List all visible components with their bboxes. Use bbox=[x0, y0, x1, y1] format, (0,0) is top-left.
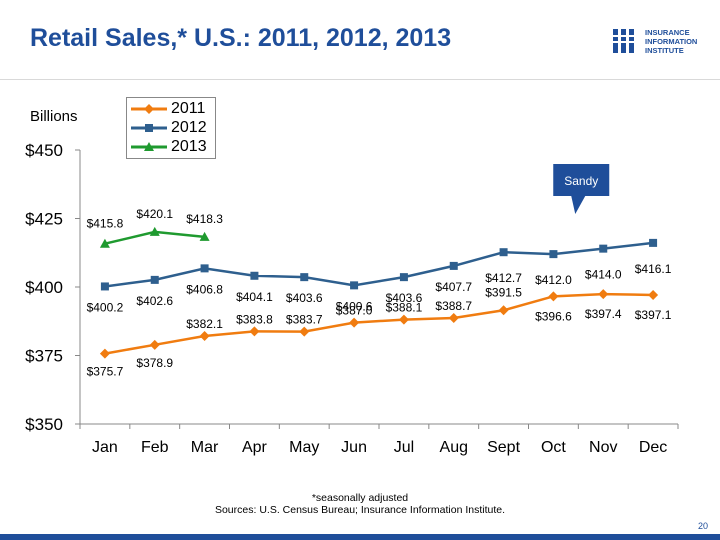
legend-marker-square-icon bbox=[131, 124, 167, 132]
data-label-2011: $375.7 bbox=[87, 365, 124, 379]
data-label-2013: $415.8 bbox=[87, 217, 124, 231]
data-label-2011: $378.9 bbox=[136, 356, 173, 370]
x-tick-label: Dec bbox=[639, 439, 667, 456]
data-point-2012 bbox=[449, 261, 458, 270]
data-label-2013: $420.1 bbox=[136, 207, 173, 221]
data-label-2011: $396.6 bbox=[535, 309, 572, 323]
logo-line: INSURANCE bbox=[645, 28, 690, 37]
data-point-2012 bbox=[100, 282, 109, 291]
data-point-2011 bbox=[498, 305, 509, 316]
data-point-2012 bbox=[300, 273, 309, 282]
data-label-2011: $383.7 bbox=[286, 313, 323, 327]
y-tick-label: $400 bbox=[25, 278, 63, 297]
data-point-2011 bbox=[398, 314, 409, 325]
data-point-2011 bbox=[548, 291, 559, 302]
data-label-2012: $400.2 bbox=[87, 300, 124, 314]
data-point-2012 bbox=[599, 244, 608, 253]
x-tick-label: Jul bbox=[394, 439, 414, 456]
legend-marker-triangle-icon bbox=[131, 142, 167, 151]
data-label-2012: $400.6 bbox=[336, 299, 373, 313]
x-tick-label: Feb bbox=[141, 439, 169, 456]
data-point-2011 bbox=[349, 317, 360, 328]
data-point-2012 bbox=[250, 271, 259, 280]
page-number: 20 bbox=[697, 521, 708, 531]
data-label-2012: $402.6 bbox=[136, 294, 173, 308]
data-point-2012 bbox=[150, 275, 159, 284]
data-label-2012: $406.8 bbox=[186, 282, 223, 296]
x-tick-label: Apr bbox=[242, 439, 268, 456]
x-tick-label: Oct bbox=[541, 439, 566, 456]
sandy-callout-text: Sandy bbox=[564, 174, 598, 188]
data-label-2011: $397.1 bbox=[635, 308, 672, 322]
data-label-2011: $387.0 bbox=[336, 304, 373, 318]
x-tick-label: May bbox=[289, 439, 319, 456]
data-point-2011 bbox=[448, 312, 459, 323]
data-point-2011 bbox=[149, 339, 160, 350]
bottom-bar bbox=[0, 534, 720, 540]
data-point-2011 bbox=[249, 326, 260, 337]
data-label-2012: $403.6 bbox=[286, 291, 323, 305]
footnote-note: *seasonally adjusted bbox=[311, 492, 409, 504]
data-label-2011: $383.8 bbox=[236, 312, 273, 326]
legend-item-2011: 2011 bbox=[127, 100, 215, 118]
chart-legend: 2011 2012 2013 bbox=[126, 97, 216, 159]
data-label-2012: $416.1 bbox=[635, 262, 672, 276]
data-point-2013 bbox=[99, 238, 110, 248]
y-tick-label: $425 bbox=[25, 210, 63, 229]
legend-label: 2012 bbox=[171, 119, 207, 136]
x-tick-label: Jan bbox=[92, 439, 118, 456]
data-label-2012: $412.0 bbox=[535, 273, 572, 287]
legend-marker-diamond-icon bbox=[131, 104, 167, 114]
iii-logo: INSURANCE INFORMATION INSTITUTE bbox=[612, 22, 712, 62]
data-point-2012 bbox=[649, 238, 658, 247]
sandy-callout-box bbox=[553, 164, 610, 214]
x-tick-label: Nov bbox=[589, 439, 617, 456]
data-label-2013: $418.3 bbox=[186, 212, 223, 226]
data-label-2012: $412.7 bbox=[485, 271, 522, 285]
footnote-sources: Sources: U.S. Census Bureau; Insurance I… bbox=[214, 504, 506, 516]
x-tick-label: Jun bbox=[341, 439, 367, 456]
data-label-2012: $414.0 bbox=[585, 268, 622, 282]
x-tick-label: Aug bbox=[440, 439, 468, 456]
data-point-2011 bbox=[199, 331, 210, 342]
data-point-2011 bbox=[299, 326, 310, 337]
data-point-2012 bbox=[549, 250, 558, 259]
legend-label: 2013 bbox=[171, 138, 207, 155]
x-tick-label: Sept bbox=[487, 439, 520, 456]
data-point-2011 bbox=[99, 348, 110, 359]
logo-line: INSTITUTE bbox=[645, 46, 684, 55]
logo-line: INFORMATION bbox=[645, 37, 698, 46]
iii-logo-icon bbox=[612, 29, 640, 53]
data-point-2011 bbox=[598, 289, 609, 300]
data-point-2012 bbox=[200, 264, 209, 273]
data-label-2011: $397.4 bbox=[585, 307, 622, 321]
data-point-2011 bbox=[648, 289, 659, 300]
y-tick-label: $350 bbox=[25, 415, 63, 434]
y-tick-label: $450 bbox=[25, 141, 63, 160]
title-divider bbox=[0, 79, 720, 80]
series-line-2011 bbox=[104, 292, 654, 355]
data-label-2011: $388.7 bbox=[435, 299, 472, 313]
legend-item-2013: 2013 bbox=[127, 138, 215, 156]
data-label-2011: $388.1 bbox=[386, 301, 423, 315]
data-label-2012: $403.6 bbox=[386, 291, 423, 305]
x-tick-label: Mar bbox=[191, 439, 219, 456]
data-point-2012 bbox=[399, 273, 408, 282]
page-title: Retail Sales,* U.S.: 2011, 2012, 2013 bbox=[30, 24, 452, 52]
data-label-2011: $391.5 bbox=[485, 285, 522, 299]
data-point-2013 bbox=[149, 226, 160, 236]
data-label-2012: $404.1 bbox=[236, 290, 273, 304]
data-label-2011: $382.1 bbox=[186, 317, 223, 331]
y-axis-label: Billions bbox=[30, 108, 78, 125]
data-label-2012: $407.7 bbox=[435, 280, 472, 294]
series-line-2012 bbox=[104, 241, 654, 288]
logo-text: INSURANCE INFORMATION INSTITUTE bbox=[645, 28, 697, 55]
legend-label: 2011 bbox=[171, 100, 206, 117]
legend-item-2012: 2012 bbox=[127, 119, 215, 137]
data-point-2013 bbox=[199, 231, 210, 241]
data-point-2012 bbox=[499, 248, 508, 257]
y-tick-label: $375 bbox=[25, 347, 63, 366]
data-point-2012 bbox=[350, 281, 359, 290]
